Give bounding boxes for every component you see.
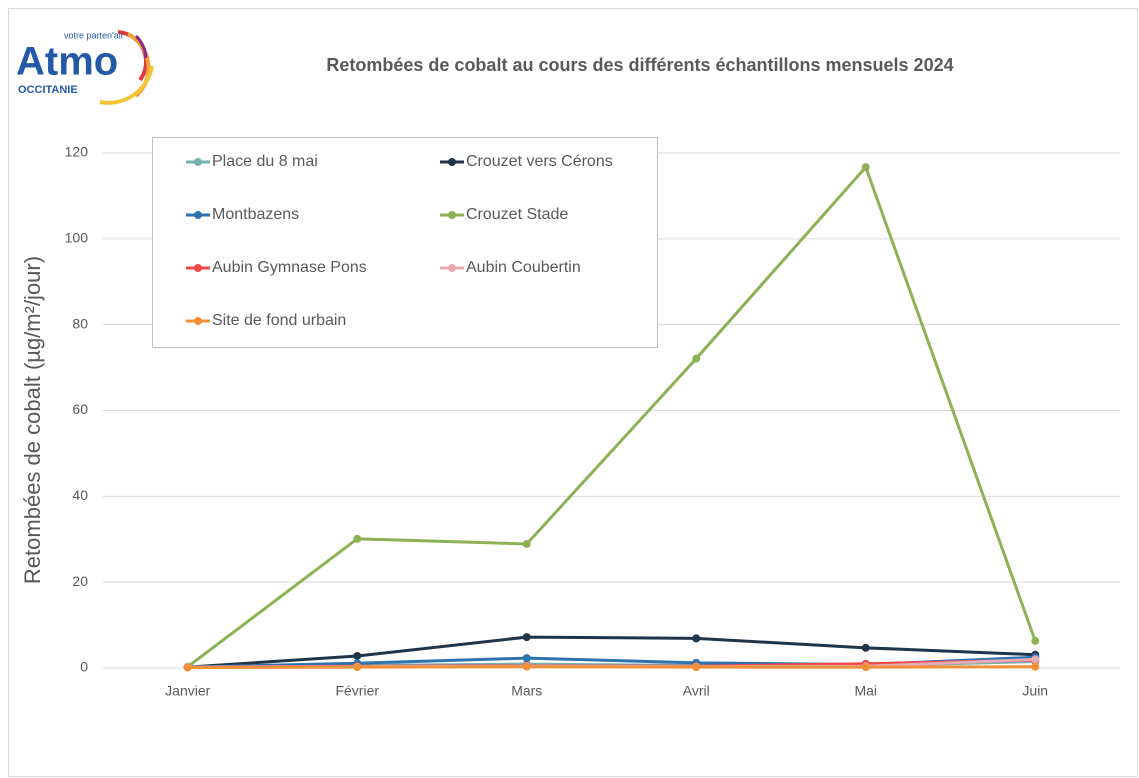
x-tick-label: Juin: [1022, 683, 1048, 699]
legend-swatch: [194, 264, 202, 272]
y-tick-label: 80: [72, 315, 88, 331]
legend-label: Site de fond urbain: [212, 312, 346, 329]
legend-label: Place du 8 mai: [212, 153, 318, 170]
logo-arc: [99, 65, 154, 105]
y-tick-label: 0: [80, 659, 88, 675]
y-tick-label: 100: [65, 230, 89, 246]
legend-swatch: [448, 211, 456, 219]
y-tick-label: 60: [72, 401, 88, 417]
data-point: [522, 539, 531, 548]
data-point: [861, 643, 870, 652]
data-point: [692, 634, 701, 643]
legend-swatch: [194, 158, 202, 166]
logo-region: OCCITANIE: [18, 84, 78, 96]
data-point: [1031, 636, 1040, 645]
series-line: [187, 665, 1036, 670]
data-point: [522, 633, 531, 642]
legend-item: Aubin Coubertin: [440, 259, 581, 276]
y-axis-label: Retombées de cobalt (µg/m²/jour): [20, 256, 45, 584]
chart-title: Retombées de cobalt au cours des différe…: [326, 55, 953, 75]
legend: Place du 8 mai Crouzet vers Cérons Montbaz…: [152, 137, 658, 348]
legend-item: Crouzet vers Cérons: [440, 153, 613, 170]
legend-label: Aubin Gymnase Pons: [212, 259, 367, 276]
legend-label: Montbazens: [212, 206, 299, 223]
x-tick-label: Avril: [683, 683, 710, 699]
legend-label: Aubin Coubertin: [466, 259, 581, 276]
y-tick-label: 40: [72, 487, 88, 503]
data-point: [692, 354, 701, 363]
data-point: [183, 663, 192, 672]
x-tick-label: Février: [335, 683, 379, 699]
x-tick-label: Mars: [511, 683, 542, 699]
logo-name: Atmo: [16, 40, 118, 84]
legend-swatch: [448, 264, 456, 272]
x-tick-label: Janvier: [165, 683, 210, 699]
data-point: [861, 163, 870, 172]
legend-item: Montbazens: [186, 206, 299, 223]
data-point: [522, 654, 531, 663]
legend-swatch: [448, 158, 456, 166]
legend-item: Crouzet Stade: [440, 206, 568, 223]
legend-swatch: [194, 317, 202, 325]
legend-item: Aubin Gymnase Pons: [186, 259, 367, 276]
data-point: [692, 663, 701, 672]
logo: votre parten'air Atmo OCCITANIE: [16, 30, 154, 105]
data-point: [1031, 655, 1040, 664]
data-point: [353, 663, 362, 672]
legend-item: Site de fond urbain: [186, 312, 346, 329]
chart-frame: [8, 8, 1138, 777]
legend-label: Crouzet Stade: [466, 206, 568, 223]
logo-arc: [134, 34, 148, 59]
data-point: [1031, 662, 1040, 671]
data-point: [861, 663, 870, 672]
data-point: [353, 534, 362, 543]
series-line: [187, 635, 1036, 669]
logo-tagline: votre parten'air: [64, 30, 124, 40]
y-tick-label: 120: [65, 144, 89, 160]
legend-label: Crouzet vers Cérons: [466, 153, 613, 170]
data-point: [353, 651, 362, 660]
series-line: [186, 165, 1037, 668]
legend-swatch: [194, 211, 202, 219]
y-tick-label: 20: [72, 573, 88, 589]
legend-item: Place du 8 mai: [186, 153, 318, 170]
data-point: [522, 662, 531, 671]
legend-box: [152, 137, 658, 348]
x-tick-label: Mai: [854, 683, 877, 699]
